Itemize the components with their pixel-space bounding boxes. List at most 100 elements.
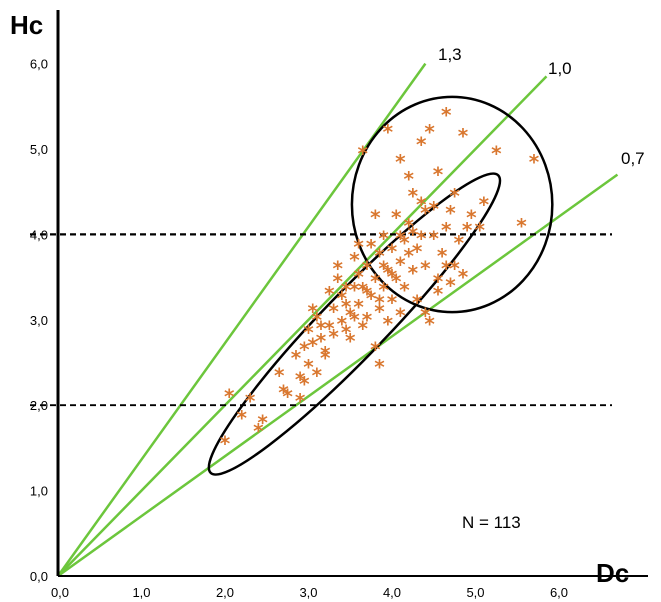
data-point: * (416, 133, 427, 157)
y-tick-label: 6,0 (30, 57, 48, 72)
data-point: * (391, 205, 402, 229)
data-point: * (353, 235, 364, 259)
data-point: * (341, 278, 352, 302)
y-tick-label: 4,0 (30, 227, 48, 242)
data-point: * (303, 321, 314, 345)
data-point: * (449, 257, 460, 281)
data-point: * (257, 410, 268, 434)
data-point: * (433, 282, 444, 306)
x-tick-label: 5,0 (466, 585, 484, 600)
data-point: * (416, 227, 427, 251)
sample-size-annotation: N = 113 (462, 513, 521, 532)
data-point: * (349, 248, 360, 272)
data-point: * (420, 257, 431, 281)
x-tick-labels: 0,0 1,0 2,0 3,0 4,0 5,0 6,0 (51, 585, 568, 600)
data-point: * (370, 205, 381, 229)
threshold-lines (30, 233, 612, 407)
data-point: * (399, 231, 410, 255)
cluster-ellipses (207, 95, 554, 476)
x-tick-label: 3,0 (299, 585, 317, 600)
data-point: * (399, 278, 410, 302)
ratio-reference-lines: 1,3 1,0 0,7 (56, 45, 645, 578)
y-tick-label: 1,0 (30, 484, 48, 499)
data-point: * (387, 239, 398, 263)
data-point: * (458, 265, 469, 289)
x-axis-title: Dc (596, 558, 629, 588)
data-point: * (374, 244, 385, 268)
data-point: * (412, 291, 423, 315)
cluster-ellipse-1 (207, 172, 502, 476)
data-point: * (295, 368, 306, 392)
data-point: * (345, 304, 356, 328)
cluster-ellipse-2 (350, 95, 554, 314)
data-point: * (403, 167, 414, 191)
data-point: * (374, 291, 385, 315)
data-point: * (307, 333, 318, 357)
data-point: * (358, 316, 369, 340)
x-tick-label: 2,0 (216, 585, 234, 600)
data-point: * (420, 201, 431, 225)
data-point: * (462, 218, 473, 242)
data-point: * (253, 419, 264, 443)
data-point: * (245, 389, 256, 413)
data-point: * (291, 346, 302, 370)
data-point: * (299, 338, 310, 362)
data-point: * (412, 239, 423, 263)
data-point: * (332, 257, 343, 281)
data-point: * (408, 261, 419, 285)
data-point: * (220, 432, 231, 456)
y-tick-label: 5,0 (30, 142, 48, 157)
data-point: * (437, 244, 448, 268)
data-point: * (374, 299, 385, 323)
data-point: * (383, 120, 394, 144)
data-point: * (408, 184, 419, 208)
data-points: ****************************************… (220, 103, 540, 456)
data-point: * (383, 261, 394, 285)
data-point: * (474, 218, 485, 242)
ratio-line-1-0 (57, 75, 548, 577)
data-point: * (362, 257, 373, 281)
data-point: * (374, 355, 385, 379)
y-tick-label: 3,0 (30, 313, 48, 328)
data-point: * (529, 150, 540, 174)
data-point: * (299, 372, 310, 396)
data-point: * (303, 355, 314, 379)
data-point: * (312, 363, 323, 387)
data-point: * (491, 141, 502, 165)
data-point: * (341, 321, 352, 345)
data-point: * (320, 346, 331, 370)
data-point: * (316, 316, 327, 340)
data-point: * (349, 278, 360, 302)
data-point: * (312, 308, 323, 332)
data-point: * (295, 389, 306, 413)
data-point: * (307, 299, 318, 323)
data-point: * (416, 193, 427, 217)
data-point: * (378, 257, 389, 281)
data-point: * (387, 291, 398, 315)
data-point: * (429, 227, 440, 251)
data-point: * (341, 295, 352, 319)
data-point: * (370, 269, 381, 293)
data-point: * (424, 312, 435, 336)
data-point: * (337, 312, 348, 336)
data-point: * (395, 150, 406, 174)
ratio-label-1-3: 1,3 (438, 45, 462, 64)
data-point: * (345, 329, 356, 353)
data-point: * (403, 214, 414, 238)
data-point: * (395, 252, 406, 276)
data-point: * (395, 304, 406, 328)
data-point: * (441, 103, 452, 127)
data-point: * (454, 231, 465, 255)
data-point: * (441, 257, 452, 281)
data-point: * (353, 265, 364, 289)
ratio-line-0-7 (57, 173, 619, 578)
data-point: * (224, 385, 235, 409)
data-point: * (366, 286, 377, 310)
y-tick-labels: 0,0 1,0 2,0 3,0 4,0 5,0 6,0 (30, 57, 48, 584)
data-point: * (391, 269, 402, 293)
data-point: * (420, 304, 431, 328)
data-point: * (320, 342, 331, 366)
data-point: * (236, 406, 247, 430)
data-point: * (383, 312, 394, 336)
